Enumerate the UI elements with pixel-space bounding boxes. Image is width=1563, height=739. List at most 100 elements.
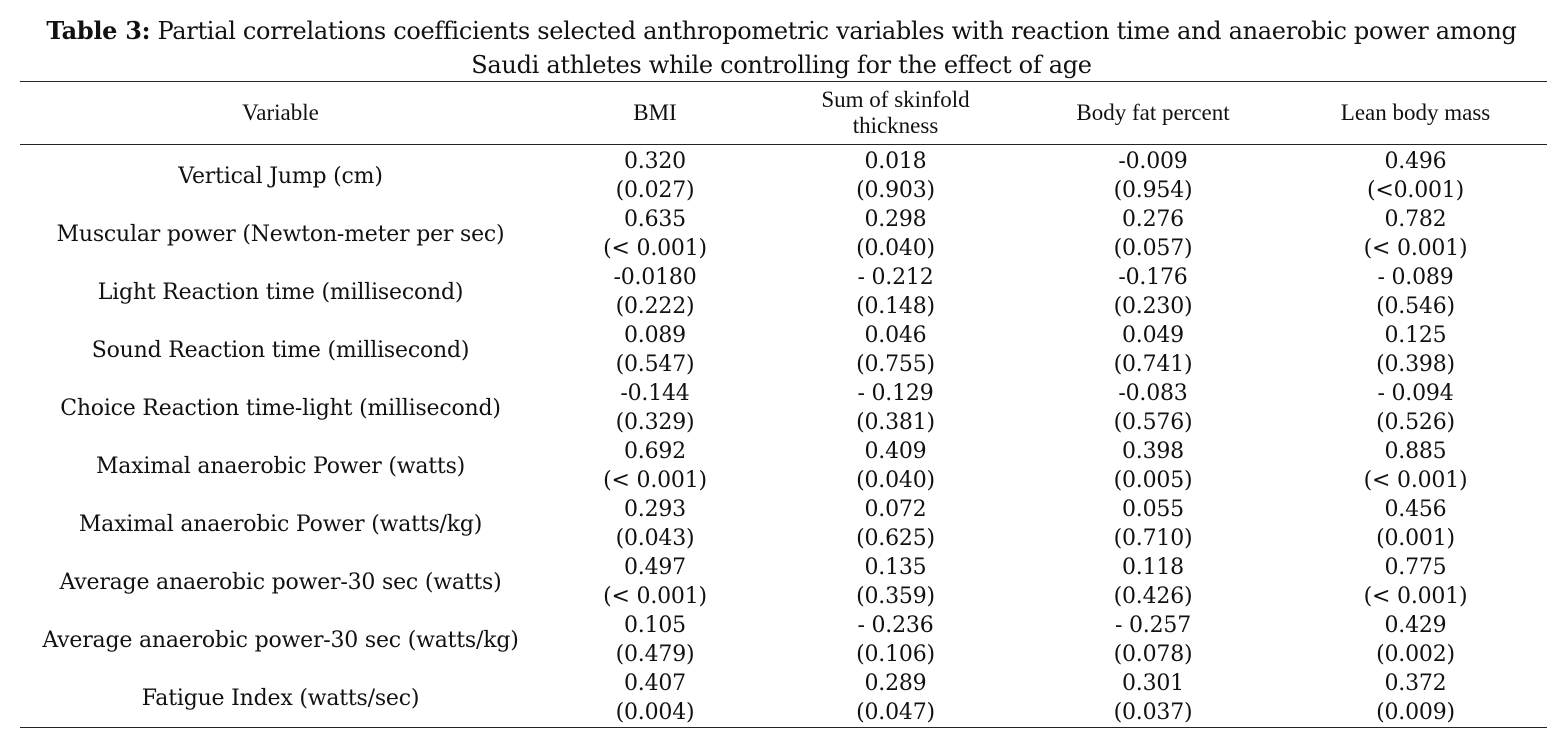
table-row: Average anaerobic power-30 sec (watts/kg… — [20, 611, 1547, 669]
table-row: Average anaerobic power-30 sec (watts) 0.… — [20, 553, 1547, 611]
p-value: (0.230) — [1113, 294, 1193, 319]
cell-lean-mass: 0.372 (0.009) — [1284, 669, 1547, 728]
cell-skinfold: - 0.129 (0.381) — [769, 379, 1022, 437]
correlation-coefficient: 0.276 — [1122, 207, 1184, 232]
correlation-coefficient: 0.398 — [1122, 439, 1184, 464]
table-row: Maximal anaerobic Power (watts) 0.692 (< 0… — [20, 437, 1547, 495]
correlation-coefficient: 0.407 — [624, 671, 686, 696]
cell-bmi: 0.497 (< 0.001) — [541, 553, 769, 611]
correlation-coefficient: 0.049 — [1122, 323, 1184, 348]
p-value: (0.625) — [856, 526, 935, 551]
p-value: (0.329) — [615, 410, 695, 435]
cell-body-fat: 0.049 (0.741) — [1022, 321, 1284, 379]
row-variable-label: Light Reaction time (millisecond) — [97, 279, 464, 305]
correlation-coefficient: 0.775 — [1384, 555, 1447, 580]
cell-bmi: 0.635 (< 0.001) — [541, 205, 769, 263]
header-row: Variable BMI Sum of skinfold thickness B… — [20, 81, 1547, 145]
correlation-coefficient: 0.320 — [624, 149, 686, 174]
correlation-coefficient: 0.429 — [1384, 613, 1447, 638]
p-value: (0.426) — [1113, 584, 1193, 609]
table-row: Choice Reaction time-light (millisecond)… — [20, 379, 1547, 437]
row-variable-label: Average anaerobic power-30 sec (watts) — [59, 569, 502, 595]
p-value: (0.755) — [856, 352, 935, 377]
table-body: Vertical Jump (cm) 0.320 (0.027) 0.018 (0.90… — [20, 145, 1547, 728]
correlation-coefficient: 0.497 — [624, 555, 686, 580]
row-variable-label: Vertical Jump (cm) — [178, 163, 383, 189]
correlation-coefficient: 0.782 — [1384, 207, 1447, 232]
correlation-coefficient: 0.046 — [864, 323, 927, 348]
caption-text: Partial correlations coefficients select… — [157, 17, 1517, 79]
p-value: (0.001) — [1376, 526, 1455, 551]
correlation-coefficient: -0.144 — [620, 381, 690, 406]
correlation-coefficient: - 0.236 — [857, 613, 934, 638]
cell-body-fat: -0.009 (0.954) — [1022, 145, 1284, 206]
table-caption: Table 3: Partial correlations coefficien… — [20, 14, 1543, 82]
cell-bmi: 0.692 (< 0.001) — [541, 437, 769, 495]
p-value: (0.381) — [856, 410, 935, 435]
cell-body-fat: 0.276 (0.057) — [1022, 205, 1284, 263]
header-lean-mass: Lean body mass — [1284, 81, 1547, 145]
correlation-coefficient: 0.635 — [624, 207, 686, 232]
correlation-coefficient: 0.118 — [1122, 555, 1184, 580]
cell-lean-mass: - 0.094 (0.526) — [1284, 379, 1547, 437]
p-value: (0.359) — [856, 584, 935, 609]
cell-bmi: 0.293 (0.043) — [541, 495, 769, 553]
cell-bmi: 0.407 (0.004) — [541, 669, 769, 728]
correlation-coefficient: - 0.257 — [1114, 613, 1191, 638]
cell-skinfold: 0.289 (0.047) — [769, 669, 1022, 728]
p-value: (0.057) — [1113, 236, 1193, 261]
p-value: (0.043) — [615, 526, 695, 551]
correlation-coefficient: 0.298 — [864, 207, 927, 232]
correlation-coefficient: 0.089 — [624, 323, 686, 348]
cell-body-fat: - 0.257 (0.078) — [1022, 611, 1284, 669]
correlation-coefficient: 0.289 — [864, 671, 927, 696]
correlation-coefficient: 0.072 — [864, 497, 927, 522]
cell-lean-mass: 0.125 (0.398) — [1284, 321, 1547, 379]
cell-bmi: 0.089 (0.547) — [541, 321, 769, 379]
p-value: (0.047) — [856, 700, 935, 725]
correlation-coefficient: 0.301 — [1122, 671, 1184, 696]
p-value: (0.040) — [856, 468, 935, 493]
table-header: Variable BMI Sum of skinfold thickness B… — [20, 81, 1547, 145]
cell-skinfold: - 0.212 (0.148) — [769, 263, 1022, 321]
correlation-coefficient: 0.456 — [1384, 497, 1447, 522]
cell-lean-mass: 0.775 (< 0.001) — [1284, 553, 1547, 611]
correlation-coefficient: 0.105 — [624, 613, 686, 638]
p-value: (0.903) — [856, 178, 935, 203]
p-value: (< 0.001) — [603, 584, 707, 609]
row-variable-label: Fatigue Index (watts/sec) — [20, 669, 541, 728]
header-bmi: BMI — [541, 81, 769, 145]
correlation-coefficient: -0.176 — [1118, 265, 1188, 290]
p-value: (0.009) — [1376, 700, 1455, 725]
correlation-coefficient: -0.009 — [1118, 149, 1188, 174]
row-variable-label: Maximal anaerobic Power (watts) — [95, 453, 466, 479]
cell-lean-mass: 0.885 (< 0.001) — [1284, 437, 1547, 495]
row-variable-label: Maximal anaerobic Power (watts/kg) — [78, 511, 483, 537]
p-value: (0.398) — [1376, 352, 1455, 377]
cell-bmi: 0.105 (0.479) — [541, 611, 769, 669]
p-value: (0.078) — [1113, 642, 1193, 667]
p-value: (0.576) — [1113, 410, 1193, 435]
p-value: (0.546) — [1376, 294, 1455, 319]
p-value: (0.741) — [1113, 352, 1193, 377]
cell-skinfold: 0.072 (0.625) — [769, 495, 1022, 553]
row-variable-label: Average anaerobic power-30 sec (watts/kg… — [42, 627, 519, 653]
cell-body-fat: -0.176 (0.230) — [1022, 263, 1284, 321]
table-row: Sound Reaction time (millisecond) 0.089 (0… — [20, 321, 1547, 379]
cell-body-fat: 0.301 (0.037) — [1022, 669, 1284, 728]
p-value: (< 0.001) — [1363, 468, 1468, 493]
p-value: (0.479) — [615, 642, 695, 667]
correlation-coefficient: 0.135 — [864, 555, 927, 580]
cell-lean-mass: - 0.089 (0.546) — [1284, 263, 1547, 321]
p-value: (0.037) — [1113, 700, 1193, 725]
correlation-coefficient: 0.885 — [1384, 439, 1447, 464]
correlation-coefficient: 0.409 — [864, 439, 927, 464]
cell-lean-mass: 0.429 (0.002) — [1284, 611, 1547, 669]
correlation-table: Variable BMI Sum of skinfold thickness B… — [20, 81, 1547, 728]
p-value: (< 0.001) — [1363, 236, 1468, 261]
correlation-coefficient: 0.125 — [1384, 323, 1447, 348]
header-body-fat: Body fat percent — [1022, 81, 1284, 145]
header-variable: Variable — [20, 81, 541, 145]
cell-bmi: -0.144 (0.329) — [541, 379, 769, 437]
